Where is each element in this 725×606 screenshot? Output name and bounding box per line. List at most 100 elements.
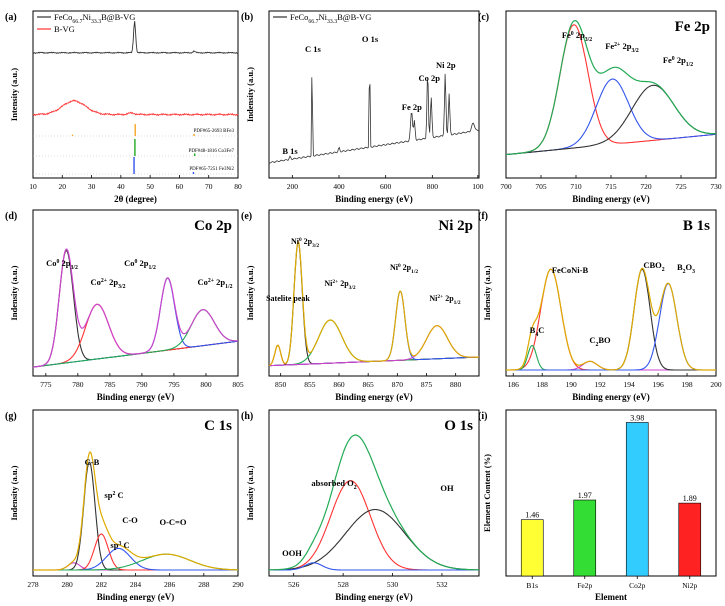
x-axis-label: Element xyxy=(595,592,627,602)
peak-label: B 1s xyxy=(282,146,298,156)
peak-label: Ni0 2p1/2 xyxy=(390,263,418,275)
panel-label: (c) xyxy=(478,12,489,23)
x-tick-label: 188 xyxy=(537,380,549,389)
peak-label: CBO2 xyxy=(643,260,664,273)
x-tick-label: 870 xyxy=(392,380,404,389)
bar-Fe2p xyxy=(573,499,597,577)
plot-frame xyxy=(32,409,239,577)
x-tick-label: 400 xyxy=(333,182,345,191)
peak-label: Co0 2p1/2 xyxy=(124,258,156,271)
component-curve xyxy=(269,562,479,571)
panel-title: Co 2p xyxy=(194,218,232,234)
x-tick-label: 282 xyxy=(96,580,108,589)
y-axis-label: Indensity (a.u.) xyxy=(245,265,255,320)
x-axis-label: Binding energy (eV) xyxy=(335,392,413,402)
reference-label: PDF#48-1816 Co3Fe7 xyxy=(189,149,235,154)
peak-label: sp3 C xyxy=(110,540,129,550)
panel-b: (b) Binding energy (eV) Indensity (a.u.) 20… xyxy=(241,10,484,204)
component-curve xyxy=(268,325,480,367)
x-tick-label: 780 xyxy=(72,380,84,389)
x-tick-label: 865 xyxy=(363,380,375,389)
plot-frame xyxy=(32,209,239,377)
panel-title: B 1s xyxy=(683,218,710,234)
peak-label: OH xyxy=(440,483,454,493)
x-tick-label: 720 xyxy=(640,182,652,191)
panel-label: (f) xyxy=(478,211,488,222)
panel-d: (d) Co 2p Binding energy (eV) Indensity (a.… xyxy=(5,209,244,402)
x-tick-label: 805 xyxy=(232,380,244,389)
component-curve xyxy=(33,533,238,571)
bar-B1s xyxy=(520,519,544,577)
x-tick-label: 200 xyxy=(710,380,722,389)
x-tick-label: 530 xyxy=(387,580,399,589)
category-label: B1s xyxy=(526,581,538,590)
panel-title: O 1s xyxy=(444,418,473,434)
peak-label: O 1s xyxy=(362,34,379,44)
panel-c: (c) Fe 2p Binding energy (eV) 700 705 710 715 7… xyxy=(478,10,722,204)
peak-label: Fe2+ 2p3/2 xyxy=(605,41,639,54)
plot-frame xyxy=(505,209,717,377)
peak-label: FeCoNi-B xyxy=(552,265,589,275)
peak-label: sp2 C xyxy=(104,490,123,500)
x-tick-label: 186 xyxy=(508,380,520,389)
survey-series xyxy=(268,73,480,164)
x-axis-label: Binding energy (eV) xyxy=(97,392,175,402)
panel-label: (g) xyxy=(5,411,17,422)
category-label: Fe2p xyxy=(577,581,592,590)
x-tick-label: 290 xyxy=(232,580,244,589)
x-tick-label: 700 xyxy=(500,182,512,191)
peak-label: Ni 2p xyxy=(436,60,456,70)
peak-label: Co0 2p3/2 xyxy=(46,258,78,271)
peak-label: Ni2+ 2p3/2 xyxy=(324,279,356,291)
x-tick-label: 880 xyxy=(450,380,462,389)
peak-label: C-B xyxy=(85,457,100,467)
x-tick-label: 795 xyxy=(168,380,180,389)
x-tick-label: 875 xyxy=(421,380,433,389)
panel-label: (a) xyxy=(5,12,17,23)
x-tick-label: 60 xyxy=(176,182,184,191)
x-tick-label: 725 xyxy=(675,182,687,191)
x-tick-label: 190 xyxy=(566,380,578,389)
plot-frame xyxy=(505,10,717,179)
peak-label: B2O3 xyxy=(677,262,695,275)
panel-title: Ni 2p xyxy=(438,218,473,234)
x-tick-label: 194 xyxy=(623,380,635,389)
panel-label: (b) xyxy=(241,12,253,23)
peak-label: O-C=O xyxy=(159,517,186,527)
panel-label: (e) xyxy=(241,211,252,222)
peak-label: Ni0 2p3/2 xyxy=(291,237,319,249)
panel-e: (e) Ni 2p Binding energy (eV) Indensity (a.… xyxy=(241,209,480,402)
x-tick-label: 80 xyxy=(234,182,242,191)
x-tick-label: 715 xyxy=(605,182,617,191)
y-axis-label: Indensity (a.u.) xyxy=(9,265,19,320)
x-tick-label: 280 xyxy=(62,580,74,589)
x-tick-label: 528 xyxy=(337,580,349,589)
x-axis-label: 2θ (degree) xyxy=(114,194,157,204)
x-axis-label: Binding energy (eV) xyxy=(97,592,175,602)
panel-a: (a) 2θ (degree) Intensity (a.u.) 10 20 30 40 50… xyxy=(5,10,242,204)
x-tick-label: 526 xyxy=(288,580,300,589)
x-tick-label: 20 xyxy=(59,182,67,191)
bar-Ni2p xyxy=(678,502,702,577)
envelope-curve xyxy=(505,19,716,156)
panel-g: (g) C 1s Binding energy (eV) Indensity (a.u… xyxy=(5,409,244,602)
legend-entry: FeCo66.7Ni33.3B@B-VG xyxy=(290,12,371,25)
x-tick-label: 730 xyxy=(710,182,722,191)
bar-Co2p xyxy=(625,422,649,577)
peak-label: Co 2p xyxy=(419,73,441,83)
y-axis-label: Indensity (a.u.) xyxy=(9,465,19,520)
x-tick-label: 600 xyxy=(380,182,392,191)
plot-frame xyxy=(32,10,239,179)
x-tick-label: 284 xyxy=(130,580,142,589)
x-tick-label: 775 xyxy=(40,380,52,389)
x-tick-label: 192 xyxy=(595,380,607,389)
x-tick-label: 850 xyxy=(275,380,287,389)
y-axis-label: Intensity (a.u.) xyxy=(9,68,19,121)
panel-title: Fe 2p xyxy=(675,19,710,35)
bar-value-label: 1.89 xyxy=(683,494,697,503)
x-tick-label: 860 xyxy=(333,380,345,389)
x-tick-label: 10 xyxy=(29,182,37,191)
peak-label: Fe0 2p1/2 xyxy=(663,55,693,68)
x-tick-label: 100 xyxy=(472,182,484,191)
peak-label: Fe 2p xyxy=(402,102,422,112)
